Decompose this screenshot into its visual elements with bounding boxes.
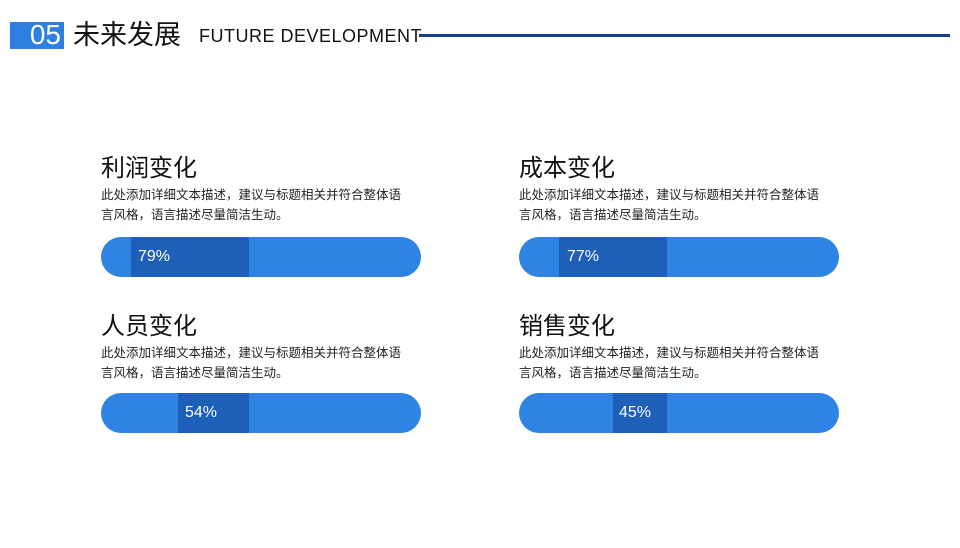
card-description: 此处添加详细文本描述，建议与标题相关并符合整体语 言风格，语言描述尽量简洁生动。 <box>519 185 859 225</box>
progress-bar-sales: 45% <box>519 393 839 433</box>
card-description: 此处添加详细文本描述，建议与标题相关并符合整体语 言风格，语言描述尽量简洁生动。 <box>101 343 441 383</box>
card-description-line: 言风格，语言描述尽量简洁生动。 <box>519 207 707 222</box>
card-description-line: 此处添加详细文本描述，建议与标题相关并符合整体语 <box>519 187 820 202</box>
card-staff: 人员变化 此处添加详细文本描述，建议与标题相关并符合整体语 言风格，语言描述尽量… <box>101 311 431 383</box>
section-number-badge: 05 <box>10 19 64 50</box>
progress-percent: 79% <box>138 248 171 265</box>
progress-bar-segment <box>613 393 667 433</box>
section-number: 05 <box>29 19 61 50</box>
card-profit: 利润变化 此处添加详细文本描述，建议与标题相关并符合整体语 言风格，语言描述尽量… <box>101 153 431 225</box>
card-description-line: 言风格，语言描述尽量简洁生动。 <box>519 365 707 380</box>
progress-bar-segment <box>178 393 249 433</box>
card-description-line: 此处添加详细文本描述，建议与标题相关并符合整体语 <box>101 345 402 360</box>
card-description-line: 此处添加详细文本描述，建议与标题相关并符合整体语 <box>519 345 820 360</box>
card-description-line: 此处添加详细文本描述，建议与标题相关并符合整体语 <box>101 187 402 202</box>
header-rule <box>419 34 950 37</box>
progress-bar-cost: 77% <box>519 237 839 277</box>
card-description: 此处添加详细文本描述，建议与标题相关并符合整体语 言风格，语言描述尽量简洁生动。 <box>519 343 859 383</box>
card-title: 人员变化 <box>101 312 197 340</box>
slide-header: 05 未来发展 FUTURE DEVELOPMENT <box>0 0 960 70</box>
progress-bar-segment <box>131 237 249 277</box>
progress-percent: 77% <box>567 248 600 265</box>
card-description: 此处添加详细文本描述，建议与标题相关并符合整体语 言风格，语言描述尽量简洁生动。 <box>101 185 441 225</box>
progress-bar-profit: 79% <box>101 237 421 277</box>
card-description-line: 言风格，语言描述尽量简洁生动。 <box>101 365 289 380</box>
section-title: 未来发展 <box>73 20 181 51</box>
card-cost: 成本变化 此处添加详细文本描述，建议与标题相关并符合整体语 言风格，语言描述尽量… <box>519 153 849 225</box>
section-subtitle: FUTURE DEVELOPMENT <box>199 26 423 46</box>
progress-percent: 54% <box>185 404 218 421</box>
card-description-line: 言风格，语言描述尽量简洁生动。 <box>101 207 289 222</box>
card-title: 利润变化 <box>101 154 197 182</box>
card-sales: 销售变化 此处添加详细文本描述，建议与标题相关并符合整体语 言风格，语言描述尽量… <box>519 311 849 383</box>
card-title: 成本变化 <box>519 154 615 182</box>
progress-bar-segment <box>559 237 667 277</box>
card-title: 销售变化 <box>519 312 615 340</box>
progress-bar-staff: 54% <box>101 393 421 433</box>
progress-percent: 45% <box>619 404 652 421</box>
